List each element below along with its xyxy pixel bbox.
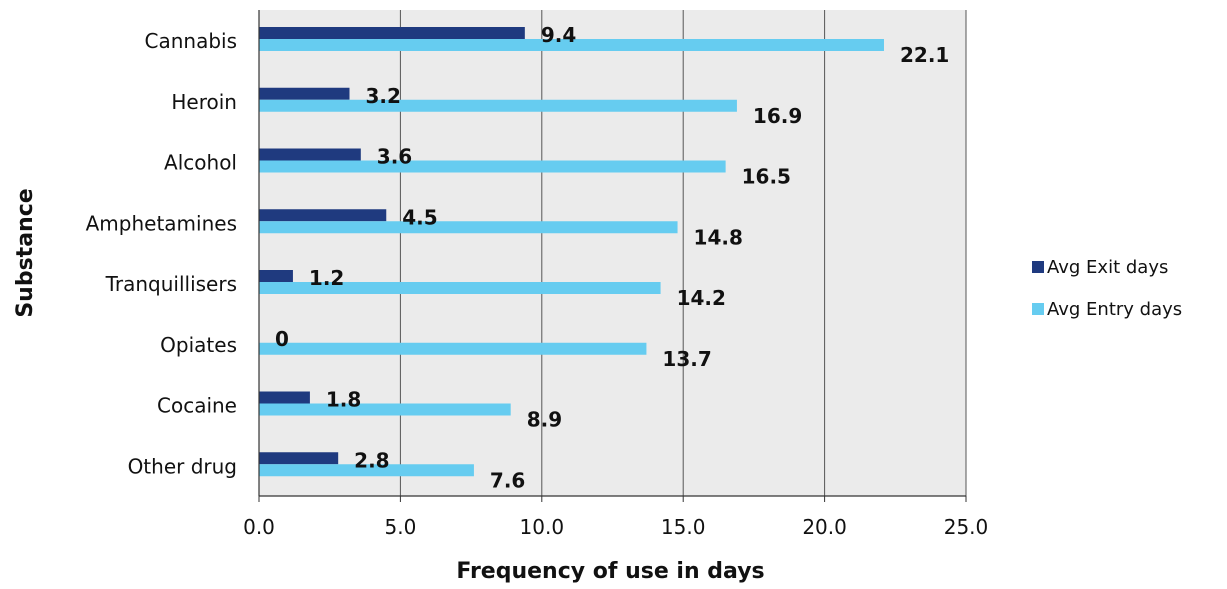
legend: Avg Exit days Avg Entry days — [1032, 257, 1182, 320]
y-axis-title: Substance — [13, 188, 38, 317]
x-tick-label: 25.0 — [944, 515, 989, 539]
data-label-entry: 14.2 — [677, 286, 726, 310]
data-label-entry: 14.8 — [694, 225, 743, 249]
x-tick-label: 20.0 — [802, 515, 847, 539]
category-label: Opiates — [160, 333, 237, 357]
bars — [259, 27, 884, 477]
data-label-exit: 2.8 — [354, 448, 389, 472]
category-label: Cannabis — [145, 29, 238, 53]
category-label: Amphetamines — [86, 211, 237, 235]
data-label-entry: 13.7 — [662, 347, 711, 371]
legend-label: Avg Entry days — [1047, 299, 1182, 320]
legend-label: Avg Exit days — [1047, 257, 1168, 278]
bar-exit — [259, 87, 350, 100]
bar-exit — [259, 209, 387, 222]
bar-exit — [259, 452, 339, 465]
data-label-entry: 16.5 — [742, 165, 791, 189]
data-label-exit: 1.2 — [309, 266, 344, 290]
legend-swatch — [1032, 261, 1044, 273]
bar-entry — [259, 403, 511, 416]
data-label-entry: 8.9 — [527, 408, 562, 432]
bar-entry — [259, 464, 474, 477]
x-tick-label: 0.0 — [243, 515, 275, 539]
bar-entry — [259, 160, 726, 173]
labels: Cannabis 9.4 22.1 Heroin 3.2 16.9 Alcohol 3.6 16… — [86, 23, 950, 492]
data-label-exit: 3.6 — [377, 145, 412, 169]
x-tick-label: 15.0 — [661, 515, 706, 539]
data-label-exit: 3.2 — [365, 84, 400, 108]
bar-exit — [259, 391, 310, 404]
axes: 0.0 5.0 10.0 15.0 20.0 25.0 — [243, 10, 988, 539]
category-label: Heroin — [171, 90, 237, 114]
data-label-entry: 22.1 — [900, 43, 949, 67]
bar-exit — [259, 148, 361, 161]
data-label-exit: 9.4 — [541, 23, 576, 47]
data-label-entry: 16.9 — [753, 104, 802, 128]
bar-entry — [259, 342, 647, 355]
category-label: Tranquillisers — [105, 272, 237, 296]
data-label-entry: 7.6 — [490, 468, 525, 492]
x-tick-label: 10.0 — [520, 515, 565, 539]
legend-swatch — [1032, 303, 1044, 315]
bar-entry — [259, 282, 661, 294]
bar-entry — [259, 221, 678, 234]
bar-exit — [259, 27, 525, 39]
data-label-exit: 0 — [275, 327, 289, 351]
data-label-exit: 1.8 — [326, 388, 361, 412]
bar-exit — [259, 270, 293, 282]
x-tick-label: 5.0 — [384, 515, 416, 539]
bar-entry — [259, 39, 884, 51]
x-axis-title: Frequency of use in days — [456, 559, 764, 584]
category-label: Cocaine — [157, 394, 237, 418]
data-label-exit: 4.5 — [402, 205, 437, 229]
bar-entry — [259, 99, 737, 112]
category-label: Other drug — [128, 454, 237, 478]
category-label: Alcohol — [164, 151, 237, 175]
